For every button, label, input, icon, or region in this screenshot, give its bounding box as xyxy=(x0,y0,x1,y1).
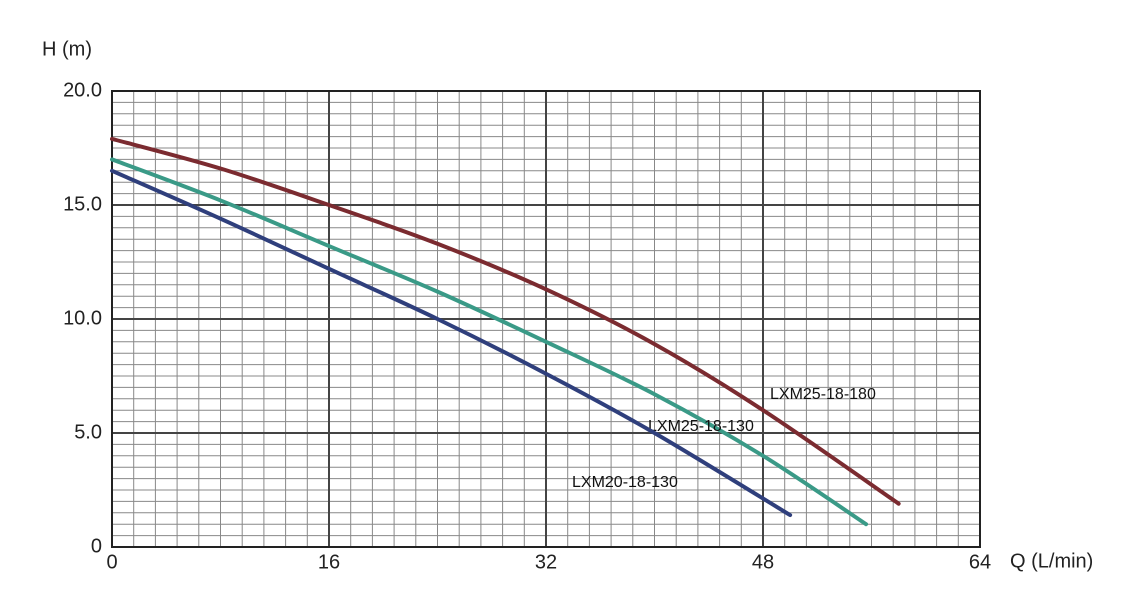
curve-label: LXM25-18-130 xyxy=(648,418,754,435)
x-tick-label: 64 xyxy=(969,551,991,573)
x-tick-label: 16 xyxy=(318,551,340,573)
y-tick-label: 15.0 xyxy=(63,193,102,215)
x-tick-label: 48 xyxy=(752,551,774,573)
y-tick-label: 0 xyxy=(91,535,102,557)
y-tick-label: 20.0 xyxy=(63,79,102,101)
curve xyxy=(110,168,793,518)
x-axis-label: Q (L/min) xyxy=(1010,550,1093,572)
plot-frame xyxy=(111,90,981,548)
curve-label: LXM20-18-130 xyxy=(572,474,678,491)
curve-label: LXM25-18-180 xyxy=(770,386,876,403)
y-axis-label: H (m) xyxy=(42,38,92,60)
y-tick-label: 10.0 xyxy=(63,307,102,329)
curve xyxy=(110,157,869,527)
x-tick-label: 32 xyxy=(535,551,557,573)
y-tick-label: 5.0 xyxy=(74,421,102,443)
x-tick-label: 0 xyxy=(106,551,117,573)
curve xyxy=(110,136,901,506)
